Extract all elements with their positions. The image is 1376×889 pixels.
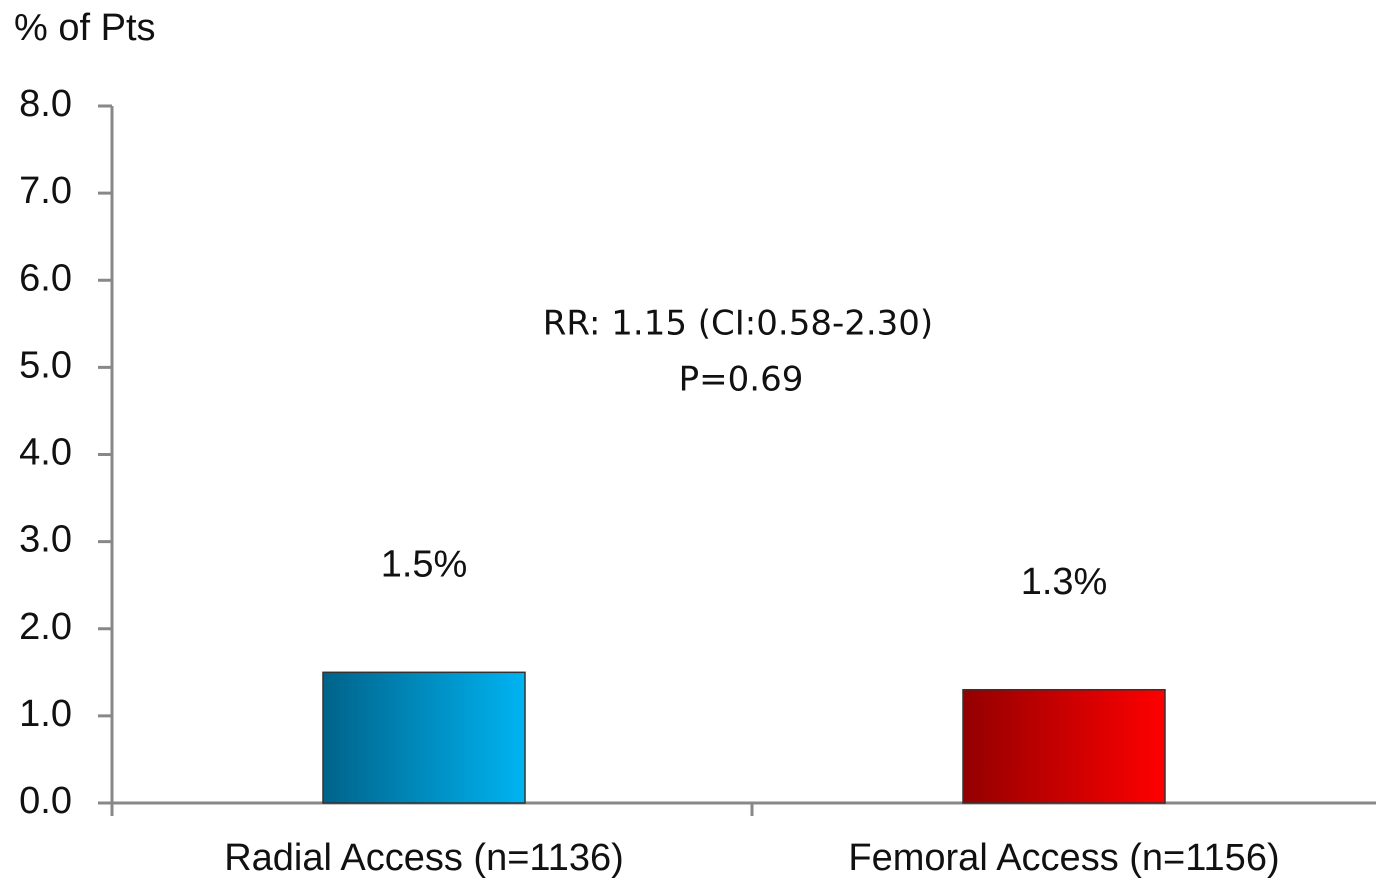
y-tick-label: 7.0 xyxy=(19,170,72,212)
y-tick-label: 1.0 xyxy=(19,693,72,735)
y-tick-label: 2.0 xyxy=(19,606,72,648)
bar xyxy=(962,688,1166,804)
annotation: RR: 1.15 (CI:0.58-2.30) xyxy=(543,304,933,344)
x-tick-label: Femoral Access (n=1156) xyxy=(848,837,1279,879)
value-label: 1.3% xyxy=(1021,561,1108,603)
annotation: P=0.69 xyxy=(679,360,804,400)
bar xyxy=(322,671,526,804)
y-tick-label: 4.0 xyxy=(19,432,72,474)
y-axis-label: % of Pts xyxy=(14,7,156,49)
y-tick-label: 3.0 xyxy=(19,519,72,561)
y-tick-label: 8.0 xyxy=(19,83,72,125)
y-tick-label: 5.0 xyxy=(19,344,72,386)
value-label: 1.5% xyxy=(381,543,468,585)
y-tick-label: 6.0 xyxy=(19,257,72,299)
x-tick-label: Radial Access (n=1136) xyxy=(224,837,624,879)
y-tick-label: 0.0 xyxy=(19,780,72,822)
